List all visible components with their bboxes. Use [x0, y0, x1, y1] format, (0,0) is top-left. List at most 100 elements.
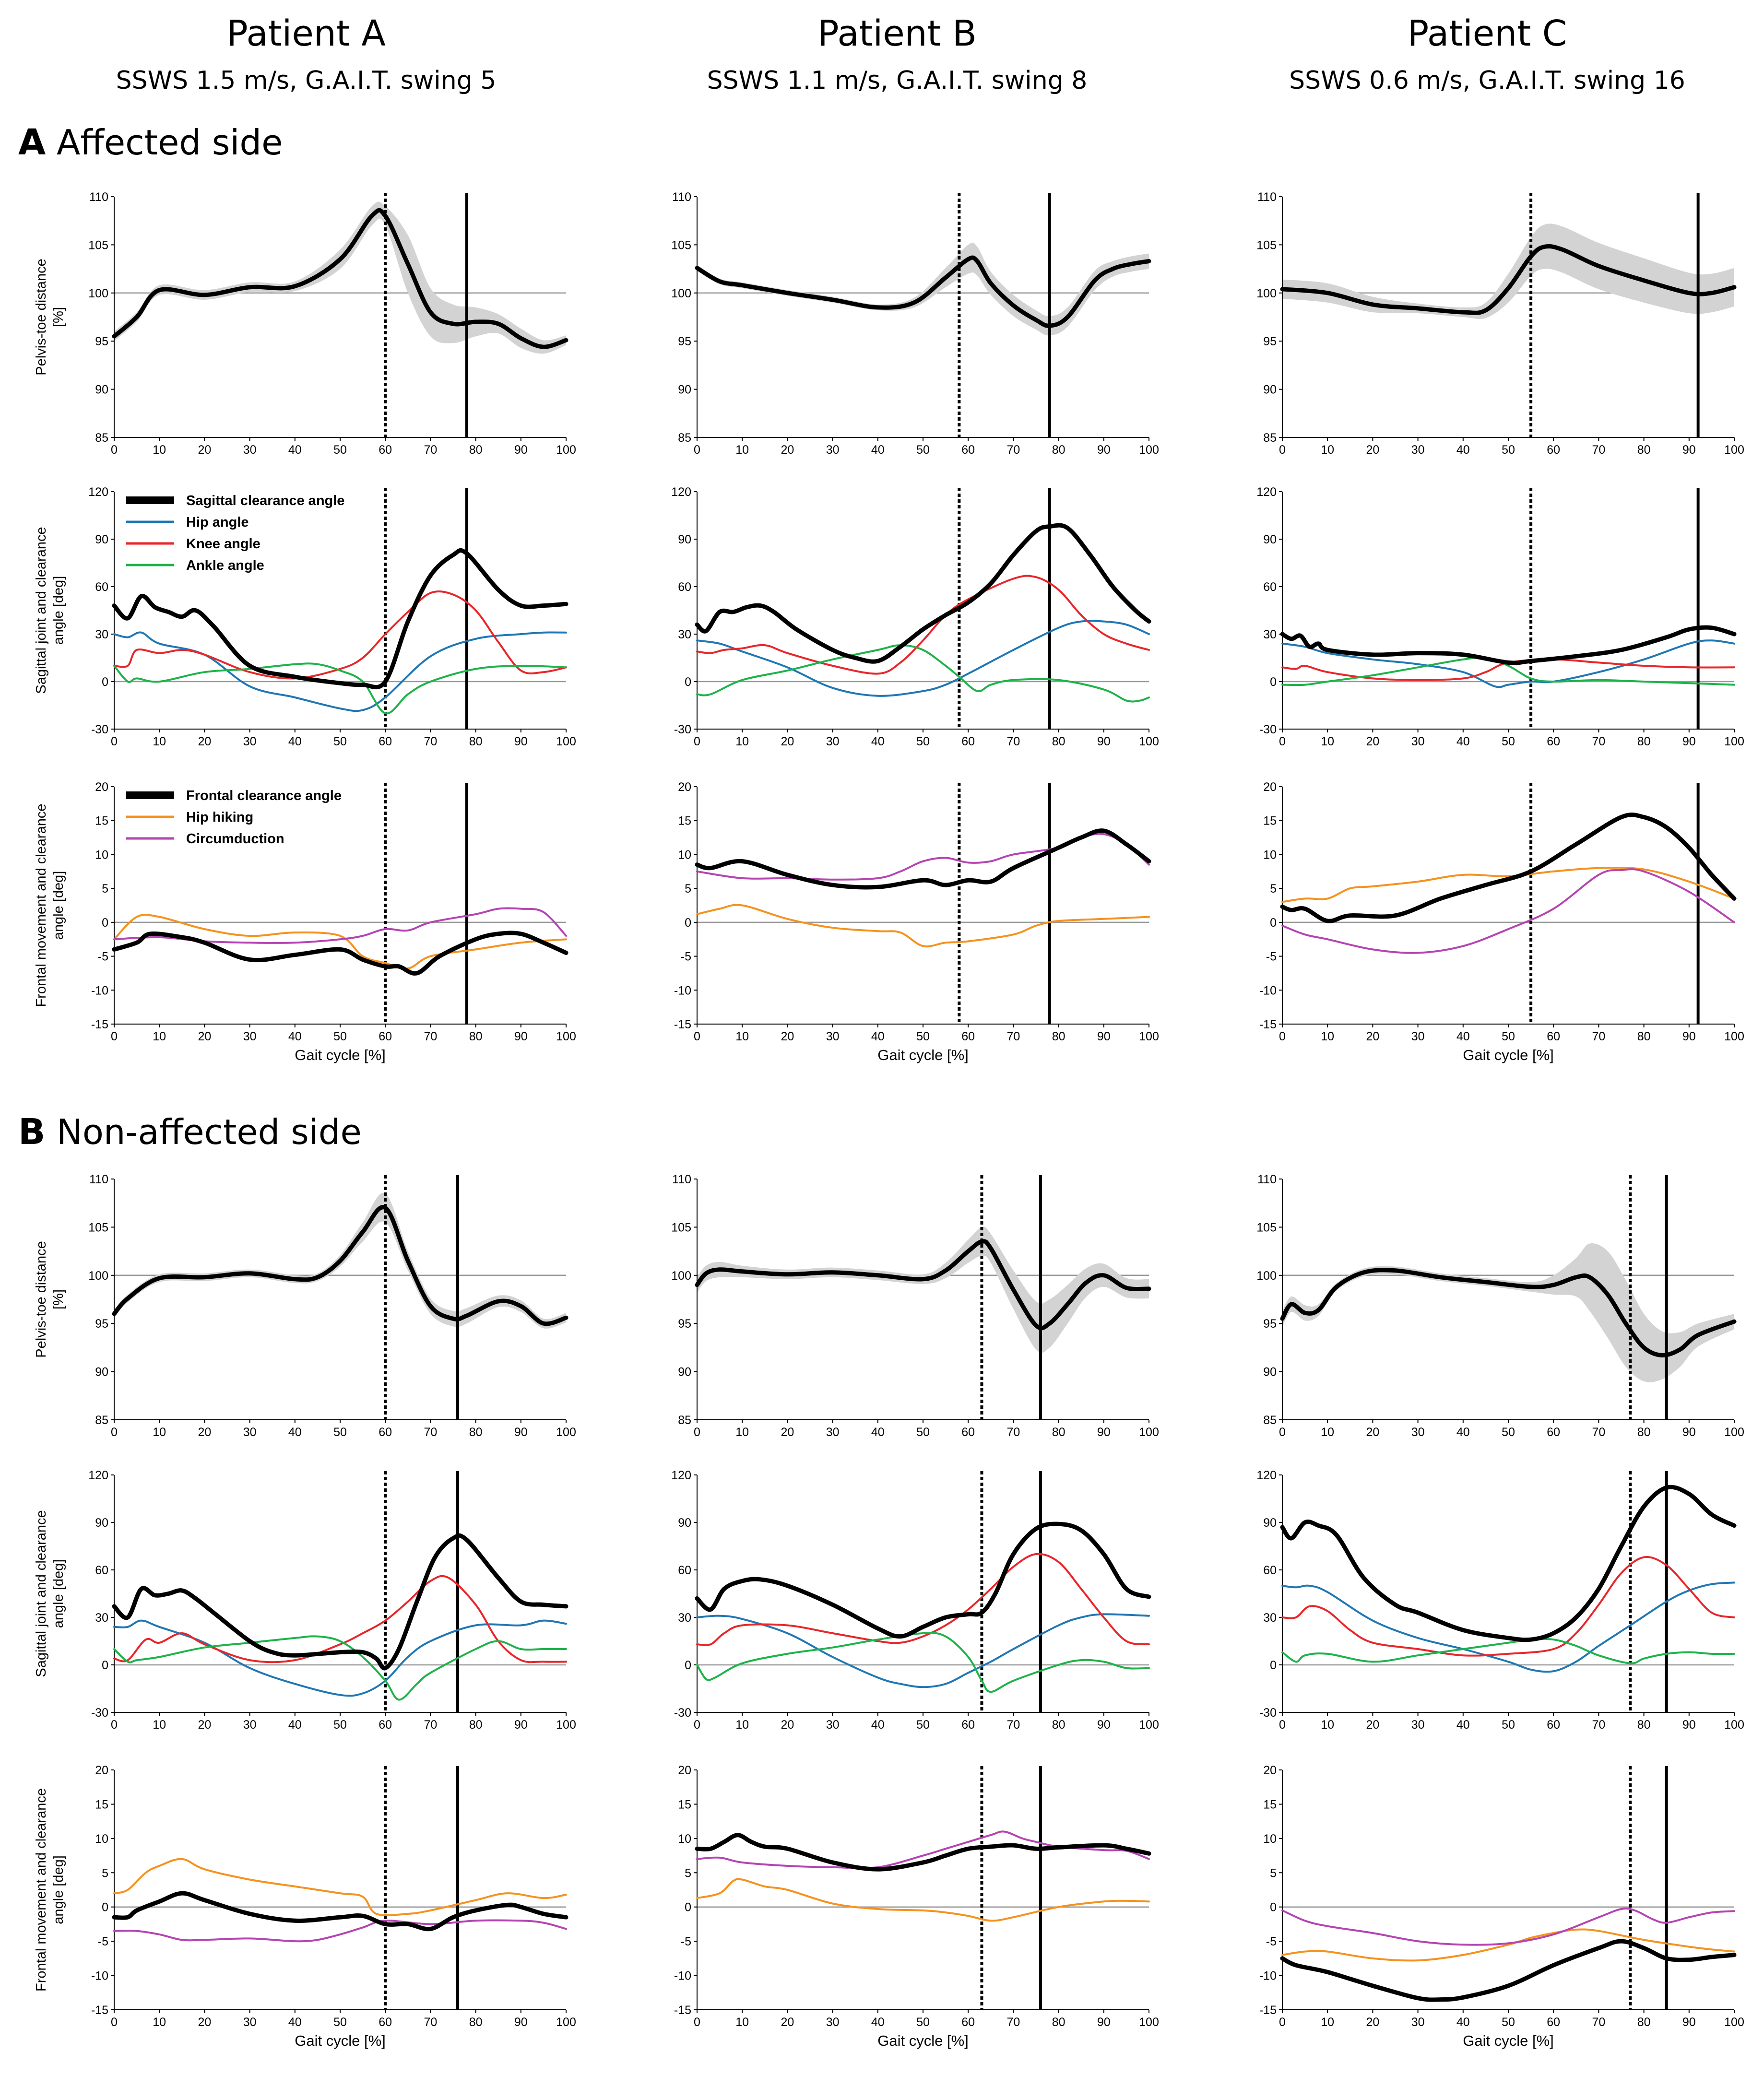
sec-a-patient-a-sagittal-x-tick-label: 30	[243, 735, 257, 748]
sec-a-patient-b-distance-x-tick-label: 40	[871, 443, 885, 457]
sec-b-patient-b-frontal-y-tick-label: 5	[685, 1866, 691, 1880]
sec-b-patient-b-sagittal-x-tick-label: 80	[1052, 1718, 1066, 1732]
sec-a-patient-a-frontal-y-tick-label: 10	[95, 848, 108, 861]
sec-a-patient-c-frontal-x-tick-label: 100	[1724, 1030, 1744, 1043]
sec-a-patient-c-sagittal-series-knee-angle	[1281, 658, 1735, 681]
sec-a-patient-b-distance-chart: 0 10 20 30 40 50 60 70 80 90 100 85 90 95 100 105 110	[671, 190, 1159, 457]
sec-a-patient-c-distance-x-tick-label: 30	[1411, 443, 1425, 457]
sec-b-patient-b-distance-x-tick-label: 80	[1052, 1426, 1066, 1439]
sec-b-patient-c-sagittal-x-tick-label: 30	[1411, 1718, 1425, 1732]
sec-a-patient-b-frontal-x-tick-label: 50	[916, 1030, 930, 1043]
sec-a-patient-b-sagittal-series-knee-angle	[696, 575, 1150, 675]
sec-a-patient-a-distance-y-tick-label: 90	[95, 383, 108, 397]
sec-a-patient-a-distance-series-pelvis-toe-distance	[112, 208, 568, 349]
sec-b-patient-c-frontal-series-frontal-clearance-angle	[1280, 1939, 1737, 2002]
sec-a-patient-a-sagittal-y-label-line: Sagittal joint and clearance	[34, 527, 49, 694]
sec-a-patient-b-sagittal-series-ankle-angle	[696, 644, 1150, 703]
sec-a-patient-a-frontal-x-tick-label: 40	[288, 1030, 302, 1043]
sec-b-patient-b-frontal-x-tick-label: 10	[735, 2016, 749, 2029]
sec-a-patient-c-distance-series-pelvis-toe-distance	[1280, 244, 1737, 315]
sec-a-patient-a-sagittal-legend-label: Knee angle	[186, 536, 260, 552]
sec-a-patient-c-sagittal-y-tick-label: 60	[1263, 580, 1277, 594]
sec-b-patient-a-frontal-series-frontal-clearance-angle	[112, 1891, 568, 1932]
sec-b-patient-b-frontal-x-tick-label: 70	[1006, 2016, 1020, 2029]
sec-b-patient-b-sagittal-series-ankle-angle	[696, 1632, 1150, 1693]
sec-b-patient-c-distance-x-tick-label: 70	[1592, 1426, 1605, 1439]
sec-b-patient-a-sagittal-x-tick-label: 30	[243, 1718, 257, 1732]
sec-a-patient-b-sagittal-y-tick-label: -30	[674, 723, 691, 736]
sec-a-patient-c-frontal-x-tick-label: 50	[1502, 1030, 1515, 1043]
sec-a-patient-b-distance-y-tick-label: 105	[671, 238, 691, 252]
sec-a-patient-c-frontal-y-tick-label: 0	[1270, 916, 1277, 930]
sec-b-patient-a-frontal-y-tick-label: -5	[98, 1935, 108, 1948]
sec-a-patient-a-frontal-y-tick-label: 15	[95, 814, 108, 828]
sec-b-patient-b-frontal-y-tick-label: 10	[678, 1832, 691, 1846]
sec-b-patient-a-distance-y-tick-label: 105	[88, 1221, 108, 1234]
sec-b-patient-b-frontal-y-tick-label: -10	[674, 1969, 691, 1983]
sec-b-patient-c-frontal-x-tick-label: 0	[1279, 2016, 1286, 2029]
sec-b-patient-c-frontal-y-tick-label: -5	[1266, 1935, 1277, 1948]
sec-b-patient-a-distance-y-label: Pelvis-toe distance [%]	[34, 1241, 66, 1357]
sec-a-patient-b-frontal-x-tick-label: 100	[1139, 1030, 1159, 1043]
sec-b-patient-c-sagittal-x-tick-label: 50	[1502, 1718, 1515, 1732]
sec-a-patient-c-distance-sd-band	[1282, 224, 1734, 319]
sec-b-patient-c-distance-x-tick-label: 50	[1502, 1426, 1515, 1439]
sec-a-patient-b-frontal-series-frontal-clearance-angle	[695, 828, 1151, 890]
sec-b-patient-a-distance-y-label-line: [%]	[51, 1289, 66, 1309]
sec-b-patient-a-sagittal-y-tick-label: -30	[91, 1706, 108, 1720]
sec-a-patient-b-distance-x-tick-label: 10	[735, 443, 749, 457]
sec-a-patient-a-sagittal-x-tick-label: 10	[153, 735, 166, 748]
sec-a-patient-b-frontal-x-tick-label: 20	[781, 1030, 794, 1043]
sec-a-patient-b-sagittal-x-tick-label: 10	[735, 735, 749, 748]
sec-b-patient-b-frontal-series-hip-hiking	[696, 1878, 1150, 1922]
sec-b-patient-c-frontal-x-tick-label: 60	[1547, 2016, 1560, 2029]
sec-b-patient-c-frontal-chart: 0 10 20 30 40 50 60 70 80 90 100 -15 -10 -5 0 5 10 15 20 Ga…	[1259, 1764, 1744, 2049]
sec-a-patient-b-sagittal-y-tick-label: 90	[678, 533, 691, 546]
sec-b-patient-a-distance-x-tick-label: 0	[111, 1426, 118, 1439]
sec-a-patient-a-distance-x-tick-label: 40	[288, 443, 302, 457]
sec-a-patient-a-frontal-x-tick-label: 60	[379, 1030, 392, 1043]
sec-b-patient-a-frontal-y-tick-label: 5	[102, 1866, 108, 1880]
sec-a-patient-a-frontal-x-tick-label: 0	[111, 1030, 118, 1043]
sec-b-patient-c-frontal-x-tick-label: 20	[1366, 2016, 1379, 2029]
sec-b-patient-c-frontal-y-tick-label: 0	[1270, 1901, 1277, 1914]
sec-a-patient-a-frontal-y-label: Frontal movement and clearance angle [deg…	[34, 804, 66, 1007]
sec-b-patient-a-sagittal-y-tick-label: 30	[95, 1611, 108, 1625]
sec-b-patient-a-frontal-x-tick-label: 40	[288, 2016, 302, 2029]
sec-b-patient-a-sagittal-x-tick-label: 20	[198, 1718, 211, 1732]
sec-b-patient-c-distance-y-tick-label: 95	[1263, 1317, 1277, 1331]
sec-b-patient-b-distance-x-tick-label: 90	[1097, 1426, 1111, 1439]
sec-a-patient-b-distance-x-tick-label: 60	[961, 443, 975, 457]
patient-b-title: Patient B	[817, 13, 977, 54]
sec-b-patient-b-distance-series-pelvis-toe-distance	[695, 1239, 1151, 1331]
sec-a-patient-a-sagittal-series-ankle-angle	[113, 662, 567, 715]
sec-a-patient-a-sagittal-x-tick-label: 40	[288, 735, 302, 748]
sec-a-patient-c-frontal-series-frontal-clearance-angle	[1280, 813, 1737, 923]
sec-b-patient-c-distance-x-tick-label: 90	[1682, 1426, 1696, 1439]
sec-b-patient-c-distance-x-tick-label: 10	[1321, 1426, 1334, 1439]
sec-b-patient-b-distance-x-tick-label: 100	[1139, 1426, 1159, 1439]
sec-b-patient-a-distance-y-tick-label: 110	[89, 1173, 108, 1186]
sec-a-patient-b-distance-y-tick-label: 100	[671, 287, 691, 300]
sec-b-patient-c-distance-x-tick-label: 60	[1547, 1426, 1560, 1439]
sec-b-patient-a-sagittal-y-label: Sagittal joint and clearance angle [deg]	[34, 1510, 66, 1677]
sec-a-patient-a-frontal-y-tick-label: -5	[98, 950, 108, 964]
sec-b-patient-a-sagittal-y-tick-label: 0	[102, 1659, 108, 1672]
sec-a-patient-c-sagittal-y-tick-label: -30	[1259, 723, 1277, 736]
sec-b-patient-a-sagittal-y-tick-label: 60	[95, 1564, 108, 1577]
sec-a-patient-c-frontal-y-tick-label: -15	[1259, 1018, 1277, 1031]
sec-b-patient-c-sagittal-series-sagittal-clearance-angle	[1280, 1485, 1737, 1642]
sec-a-patient-a-frontal-legend-label: Hip hiking	[186, 810, 253, 825]
sec-a-patient-b-distance-x-tick-label: 100	[1139, 443, 1159, 457]
sec-b-patient-a-frontal-x-tick-label: 80	[469, 2016, 483, 2029]
sec-a-patient-b-distance-x-tick-label: 80	[1052, 443, 1066, 457]
sec-b-patient-a-distance-x-tick-label: 50	[333, 1426, 347, 1439]
sec-b-patient-c-frontal-x-label: Gait cycle [%]	[1463, 2032, 1554, 2049]
sec-a-patient-c-sagittal-x-tick-label: 10	[1321, 735, 1334, 748]
sec-b-patient-b-distance-y-tick-label: 110	[672, 1173, 691, 1186]
sec-a-patient-b-frontal-x-tick-label: 0	[694, 1030, 700, 1043]
sec-b-patient-a-distance-y-label-line: Pelvis-toe distance	[34, 1241, 49, 1357]
sec-b-patient-b-sagittal-y-tick-label: 90	[678, 1516, 691, 1530]
sec-b-patient-b-distance-x-tick-label: 10	[735, 1426, 749, 1439]
